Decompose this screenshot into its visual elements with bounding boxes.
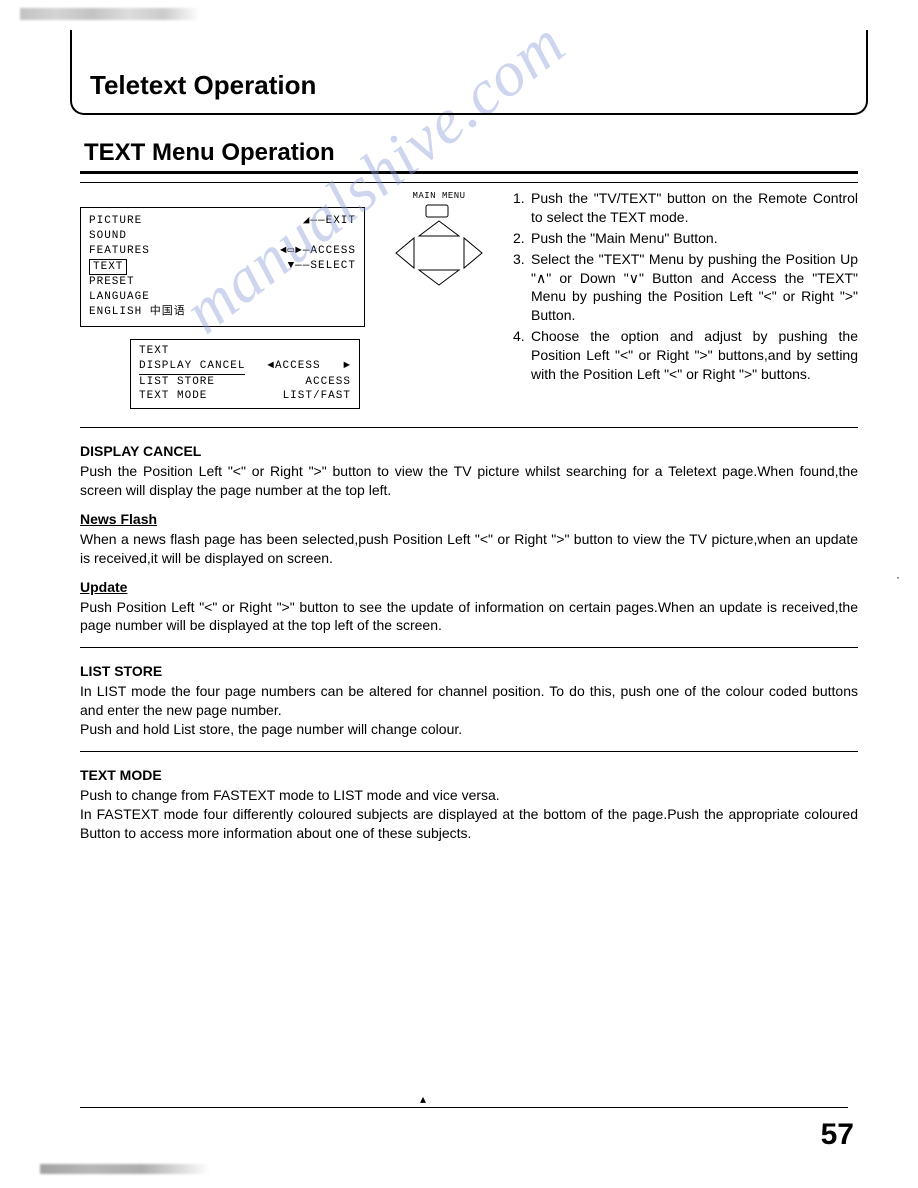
divider — [80, 427, 858, 428]
dpad-label: MAIN MENU — [379, 191, 499, 201]
instr-num: 3. — [513, 250, 531, 326]
section-display-cancel: DISPLAY CANCEL Push the Position Left "<… — [80, 442, 858, 635]
top-section: PICTURE ◢——EXIT SOUND FEATURES ◄▭►—ACCES… — [80, 189, 858, 409]
page-title: Teletext Operation — [90, 70, 848, 101]
stray-mark: ▴ — [420, 1092, 426, 1106]
menu-item: SOUND — [89, 229, 127, 244]
menu-item-selected: TEXT — [89, 259, 127, 276]
section-body: Push and hold List store, the page numbe… — [80, 720, 858, 739]
section-heading: LIST STORE — [80, 662, 858, 681]
instr-text: Choose the option and adjust by pushing … — [531, 327, 858, 384]
submenu-label: ◄ACCESS ► — [267, 359, 351, 374]
main-menu-box: PICTURE ◢——EXIT SOUND FEATURES ◄▭►—ACCES… — [80, 207, 365, 327]
section-heading: TEXT MODE — [80, 766, 858, 785]
menu-item: FEATURES — [89, 244, 150, 259]
instr-num: 1. — [513, 189, 531, 227]
section-title: TEXT Menu Operation — [80, 139, 858, 174]
divider — [80, 182, 858, 183]
submenu-item: TEXT MODE — [139, 389, 207, 404]
submenu-item-selected: DISPLAY CANCEL — [139, 359, 245, 375]
section-body: In LIST mode the four page numbers can b… — [80, 682, 858, 720]
instr-text: Push the "Main Menu" Button. — [531, 229, 858, 248]
section-body: Push the Position Left "<" or Right ">" … — [80, 462, 858, 500]
menu-item: PRESET — [89, 275, 135, 290]
menu-arrow-label: ◢——EXIT — [303, 214, 356, 229]
submenu-label: ACCESS — [305, 375, 351, 390]
submenu-box: TEXT DISPLAY CANCEL ◄ACCESS ► LIST STORE… — [130, 339, 360, 409]
sub-heading: Update — [80, 578, 858, 597]
page-number: 57 — [821, 1118, 854, 1152]
menu-item: ENGLISH 中国语 — [89, 305, 186, 320]
divider — [80, 751, 858, 752]
menu-item: LANGUAGE — [89, 290, 150, 305]
menu-arrow-label: ◄▭►—ACCESS — [280, 244, 356, 259]
dpad-column: MAIN MENU — [379, 189, 499, 303]
section-body: In FASTEXT mode four differently coloure… — [80, 805, 858, 843]
menu-arrow-label: ▼——SELECT — [288, 259, 356, 276]
dpad-icon — [384, 203, 494, 303]
instr-num: 2. — [513, 229, 531, 248]
section-body: When a news flash page has been selected… — [80, 530, 858, 568]
title-frame: Teletext Operation — [70, 30, 868, 115]
menu-column: PICTURE ◢——EXIT SOUND FEATURES ◄▭►—ACCES… — [80, 189, 365, 409]
divider — [80, 1107, 848, 1108]
submenu-item: LIST STORE — [139, 375, 215, 390]
section-heading: DISPLAY CANCEL — [80, 442, 858, 461]
submenu-title: TEXT — [139, 344, 351, 359]
sub-heading: News Flash — [80, 510, 858, 529]
scan-artifact — [20, 8, 200, 20]
section-list-store: LIST STORE In LIST mode the four page nu… — [80, 662, 858, 739]
instr-text: Select the "TEXT" Menu by pushing the Po… — [531, 250, 858, 326]
section-body: Push Position Left "<" or Right ">" butt… — [80, 598, 858, 636]
divider — [80, 647, 858, 648]
stray-mark: · — [896, 570, 900, 584]
menu-item: PICTURE — [89, 214, 142, 229]
instr-num: 4. — [513, 327, 531, 384]
instructions: 1.Push the "TV/TEXT" button on the Remot… — [513, 189, 858, 386]
section-body: Push to change from FASTEXT mode to LIST… — [80, 786, 858, 805]
instr-text: Push the "TV/TEXT" button on the Remote … — [531, 189, 858, 227]
scan-artifact — [40, 1164, 210, 1174]
section-text-mode: TEXT MODE Push to change from FASTEXT mo… — [80, 766, 858, 843]
submenu-label: LIST/FAST — [283, 389, 351, 404]
